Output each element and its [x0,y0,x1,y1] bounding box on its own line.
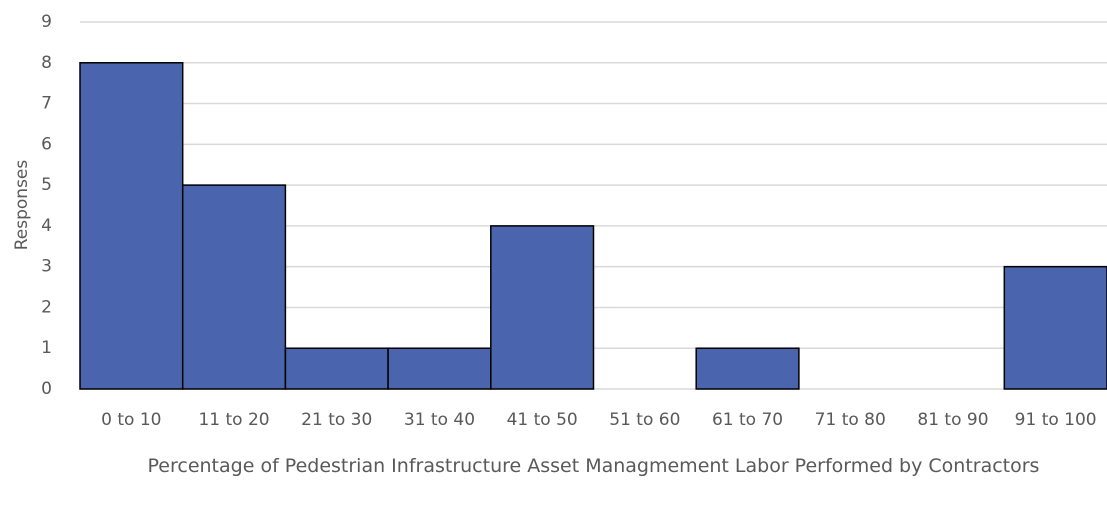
x-tick-label: 0 to 10 [101,410,161,430]
y-tick-label: 5 [41,175,52,195]
y-tick-label: 0 [41,379,52,399]
y-tick-label: 9 [41,12,52,32]
y-tick-label: 3 [41,257,52,277]
x-tick-label: 81 to 90 [917,410,988,430]
y-tick-label: 6 [41,134,52,154]
bar [79,62,184,390]
y-tick-label: 2 [41,297,52,317]
x-tick-label: 21 to 30 [301,410,372,430]
bar [490,225,595,390]
x-axis-label: Percentage of Pedestrian Infrastructure … [147,455,1040,477]
y-tick-label: 4 [41,216,52,236]
x-tick-label: 91 to 100 [1015,410,1097,430]
bar [181,184,287,390]
bar [695,347,800,390]
bar [1003,265,1107,390]
bar [284,347,389,390]
chart: Responses 0 1 2 3 4 5 6 7 8 9 0 to 10 11 to 20 21 to… [12,12,1107,430]
x-tick-label: 31 to 40 [404,410,475,430]
x-tick-label: 41 to 50 [507,410,578,430]
y-tick-label: 7 [41,94,52,114]
x-tick-label: 71 to 80 [815,410,886,430]
y-tick-label: 8 [41,53,52,73]
x-tick-label: 61 to 70 [712,410,783,430]
y-tick-label: 1 [41,338,52,358]
x-tick-label: 51 to 60 [609,410,680,430]
bar [387,347,492,390]
y-axis-label: Responses [12,160,32,251]
x-tick-label: 11 to 20 [198,410,269,430]
